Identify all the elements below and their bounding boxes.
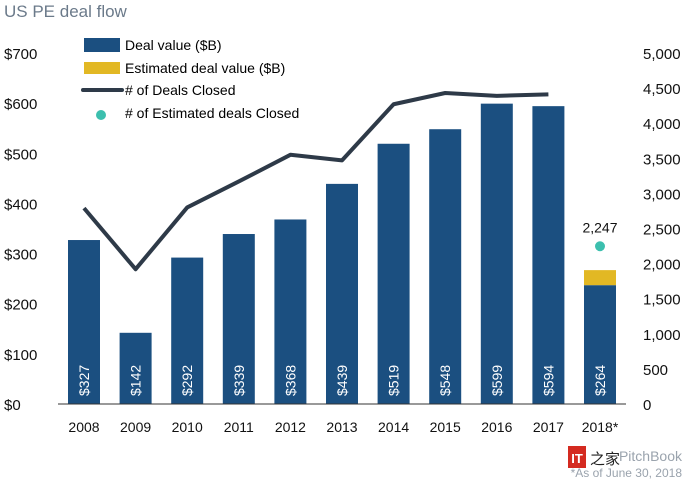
legend-estimated-deals: # of Estimated deals Closed xyxy=(125,105,299,121)
right-y-tick-label: 3,000 xyxy=(643,186,681,203)
right-y-tick-label: 0 xyxy=(643,397,651,414)
line-deals-closed xyxy=(82,91,549,272)
x-tick-label: 2013 xyxy=(326,419,357,435)
bar-deal-value-2009 xyxy=(119,332,152,404)
bar-estimated-value-2018 xyxy=(584,270,616,286)
bar-deal-value-2008 xyxy=(68,240,100,404)
left-y-tick-label: $0 xyxy=(4,397,21,414)
bar-label: $264 xyxy=(592,365,608,396)
right-y-tick-label: 2,000 xyxy=(643,257,681,274)
right-y-tick-label: 4,000 xyxy=(643,116,681,133)
bar-label: $594 xyxy=(540,365,556,396)
x-tick-label: 2010 xyxy=(172,419,203,435)
x-tick-label: 2014 xyxy=(378,419,409,435)
legend-deals-closed: # of Deals Closed xyxy=(125,82,236,98)
bar-deal-value-2015 xyxy=(429,129,462,404)
bar-deal-value-2018 xyxy=(584,285,616,404)
bar-label: $292 xyxy=(179,365,195,396)
legend-swatch-estimated-deals xyxy=(96,110,106,120)
point-estimated-deals xyxy=(595,241,605,252)
right-y-tick-label: 4,500 xyxy=(643,81,681,98)
bar-deal-value-2011 xyxy=(222,234,255,404)
right-y-tick-label: 3,500 xyxy=(643,151,681,168)
source-label: PitchBook xyxy=(619,448,683,464)
legend-deal-value: Deal value ($B) xyxy=(125,37,222,53)
right-y-tick-label: 500 xyxy=(643,362,668,379)
legend: Deal value ($B) Estimated deal value ($B… xyxy=(81,37,299,121)
bar-label: $548 xyxy=(437,365,453,396)
left-y-tick-label: $400 xyxy=(4,196,37,213)
x-tick-label: 2008 xyxy=(68,419,99,435)
bar-label: $368 xyxy=(282,365,298,396)
svg-text:IT: IT xyxy=(571,451,583,466)
bar-deal-value-2012 xyxy=(274,219,307,404)
right-y-tick-label: 5,000 xyxy=(643,46,681,63)
bar-label: $599 xyxy=(489,365,505,396)
footnote: *As of June 30, 2018 xyxy=(571,466,683,480)
legend-estimated-value: Estimated deal value ($B) xyxy=(125,60,285,76)
svg-text:之家: 之家 xyxy=(590,451,620,468)
left-y-tick-label: $500 xyxy=(4,146,37,163)
bar-label: $142 xyxy=(128,365,144,396)
chart-title: US PE deal flow xyxy=(4,2,128,21)
bar-deal-value-2017 xyxy=(532,106,565,404)
left-y-tick-label: $100 xyxy=(4,347,37,364)
bar-label: $439 xyxy=(334,365,350,396)
right-y-tick-label: 2,500 xyxy=(643,222,681,239)
bar-deal-value-2014 xyxy=(377,143,410,404)
x-tick-label: 2011 xyxy=(224,419,254,435)
right-y-tick-label: 1,500 xyxy=(643,292,681,309)
bar-deal-value-2016 xyxy=(480,103,513,404)
bar-deal-value-2010 xyxy=(171,257,204,404)
point-label-estimated-deals: 2,247 xyxy=(582,219,617,235)
legend-swatch-deal-value xyxy=(84,38,120,52)
bar-label: $327 xyxy=(76,365,92,396)
x-tick-label: 2015 xyxy=(430,419,461,435)
left-y-tick-label: $700 xyxy=(4,46,37,63)
x-tick-label: 2016 xyxy=(481,419,512,435)
left-y-tick-label: $600 xyxy=(4,96,37,113)
right-y-tick-label: 1,000 xyxy=(643,327,681,344)
x-tick-label: 2018* xyxy=(582,419,619,435)
x-tick-label: 2009 xyxy=(120,419,151,435)
left-y-tick-label: $300 xyxy=(4,247,37,264)
watermark-logo: IT 之家 xyxy=(568,446,620,468)
bar-deal-value-2013 xyxy=(326,183,358,404)
left-y-tick-label: $200 xyxy=(4,297,37,314)
legend-swatch-estimated-value xyxy=(84,62,120,74)
x-tick-label: 2017 xyxy=(533,419,564,435)
bar-label: $339 xyxy=(231,365,247,396)
bar-label: $519 xyxy=(386,365,402,396)
x-tick-label: 2012 xyxy=(275,419,306,435)
